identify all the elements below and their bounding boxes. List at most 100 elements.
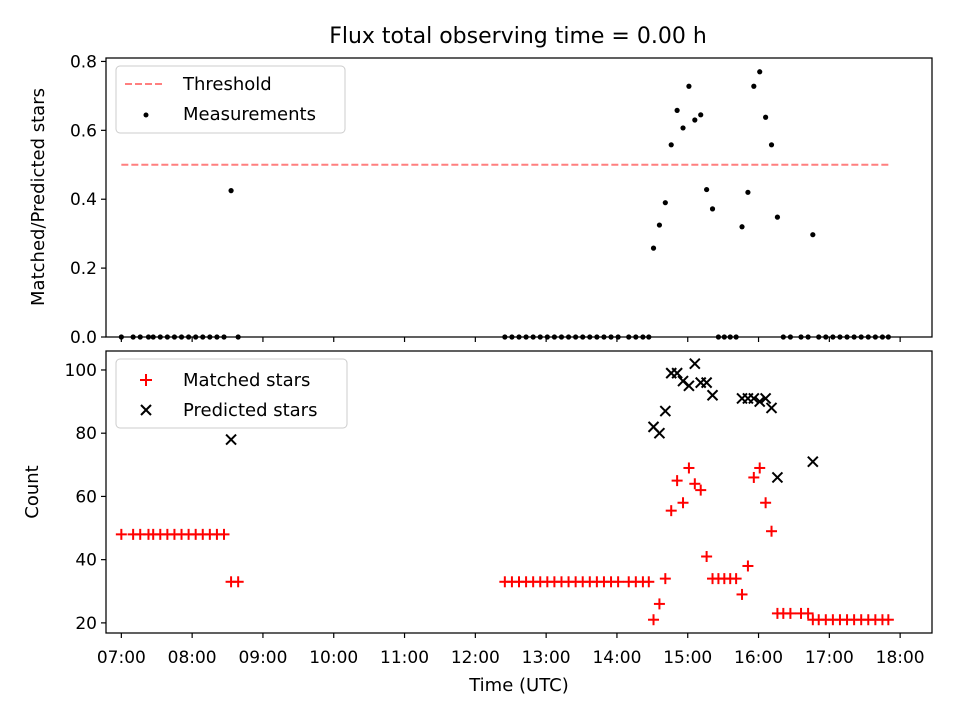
matched-star-point [218, 528, 230, 540]
chart-title: Flux total observing time = 0.00 h [329, 24, 707, 49]
matched-star-point [736, 588, 748, 600]
x-tick-label: 12:00 [451, 648, 500, 668]
matched-star-point [766, 525, 778, 537]
matched-star-point [648, 614, 660, 626]
matched-star-point [232, 576, 244, 588]
top-y-tick-label: 0.4 [70, 190, 97, 210]
bottom-y-tick-label: 20 [75, 614, 97, 634]
predicted-star-point [807, 455, 819, 468]
top-y-tick-label: 0.2 [70, 259, 97, 279]
top-y-axis-label: Matched/Predicted stars [28, 88, 49, 306]
predicted-star-point [748, 392, 760, 405]
threshold-legend-label: Threshold [182, 74, 272, 95]
measurement-point [668, 142, 674, 148]
matched-star-point [665, 505, 677, 517]
measurement-point [680, 125, 686, 131]
matched-star-point [683, 462, 695, 474]
top-axes-frame [105, 57, 933, 338]
bottom-x-ticks: 07:00 08:00 09:00 10:00 11:00 12:00 13:00 14:00… [97, 633, 925, 668]
matched-star-point [754, 462, 766, 474]
matched-star-point [742, 560, 754, 572]
measurements-legend-marker [143, 112, 149, 118]
measurement-point [698, 112, 704, 118]
bottom-panel: 20 40 60 80 100 07:00 08:00 09:00 10:00 11:00 12:… [22, 350, 933, 696]
matched-legend-label: Matched stars [183, 370, 310, 391]
x-tick-label: 07:00 [97, 648, 146, 668]
matched-star-point [115, 528, 127, 540]
measurement-point [757, 69, 763, 75]
measurement-point [709, 206, 716, 212]
matched-star-point [689, 478, 701, 490]
bottom-y-ticks: 20 40 60 80 100 [65, 361, 106, 634]
top-x-ticks [120, 337, 901, 342]
bottom-axes-frame [105, 350, 933, 634]
predicted-star-point [671, 367, 683, 379]
x-tick-label: 13:00 [522, 648, 571, 668]
x-tick-label: 17:00 [805, 648, 854, 668]
measurement-point [774, 214, 781, 220]
matched-star-point [882, 614, 894, 626]
x-tick-label: 18:00 [876, 648, 925, 668]
predicted-legend-label: Predicted stars [183, 400, 317, 421]
measurement-point [745, 189, 751, 195]
x-tick-label: 15:00 [663, 648, 712, 668]
top-y-tick-label: 0.0 [70, 328, 97, 348]
measurement-point [228, 188, 234, 194]
predicted-star-point [653, 427, 666, 439]
predicted-star-point [700, 376, 713, 389]
x-tick-label: 14:00 [592, 648, 641, 668]
measurement-point [768, 142, 775, 148]
bottom-legend-box [115, 358, 348, 429]
bottom-marks [115, 357, 894, 626]
matched-star-point [671, 475, 683, 487]
measurement-point [763, 114, 769, 120]
x-tick-label: 08:00 [168, 648, 217, 668]
matched-star-point [784, 607, 796, 619]
x-tick-label: 16:00 [734, 648, 783, 668]
predicted-star-point [683, 380, 695, 392]
measurement-point [739, 224, 745, 230]
predicted-star-point [759, 392, 772, 405]
x-axis-label: Time (UTC) [468, 675, 569, 696]
predicted-star-point [659, 405, 672, 417]
measurement-point [692, 117, 698, 123]
matched-star-point [695, 484, 707, 496]
bottom-y-tick-label: 40 [75, 551, 97, 571]
predicted-star-point [706, 389, 719, 401]
predicted-star-point [765, 402, 778, 414]
measurement-point [656, 222, 663, 228]
matched-star-point [730, 573, 742, 585]
matched-star-point [748, 471, 760, 483]
measurement-point [686, 83, 692, 89]
top-panel: Flux total observing time = 0.00 h 0.00.… [28, 24, 933, 348]
top-y-ticks: 0.0 0.2 0.4 0.6 0.8 [70, 52, 106, 348]
measurement-point [704, 186, 710, 193]
matched-star-point [612, 576, 624, 588]
x-tick-label: 09:00 [238, 648, 287, 668]
bottom-y-tick-label: 60 [75, 487, 97, 507]
top-y-tick-label: 0.6 [70, 121, 97, 141]
bottom-y-tick-label: 100 [65, 361, 97, 381]
top-y-tick-label: 0.8 [70, 52, 97, 72]
bottom-y-axis-label: Count [22, 465, 43, 518]
bottom-legend: Matched stars Predicted stars [115, 358, 348, 429]
matched-star-point [760, 497, 772, 509]
measurement-point [674, 107, 680, 113]
matched-star-point [653, 598, 665, 610]
predicted-star-point [225, 433, 237, 446]
predicted-star-point [771, 471, 784, 484]
matched-star-point [677, 497, 689, 509]
predicted-legend-marker [140, 404, 152, 416]
top-legend: Threshold Measurements [115, 65, 346, 134]
matched-legend-marker [140, 374, 152, 386]
measurement-point [751, 83, 757, 89]
x-tick-label: 10:00 [309, 648, 358, 668]
measurement-point [650, 245, 657, 251]
measurement-point [810, 232, 816, 238]
measurement-point [662, 200, 668, 206]
measurements-legend-label: Measurements [183, 104, 316, 125]
matched-star-point [643, 576, 655, 588]
matched-star-point [701, 550, 713, 562]
top-legend-box [115, 65, 346, 134]
